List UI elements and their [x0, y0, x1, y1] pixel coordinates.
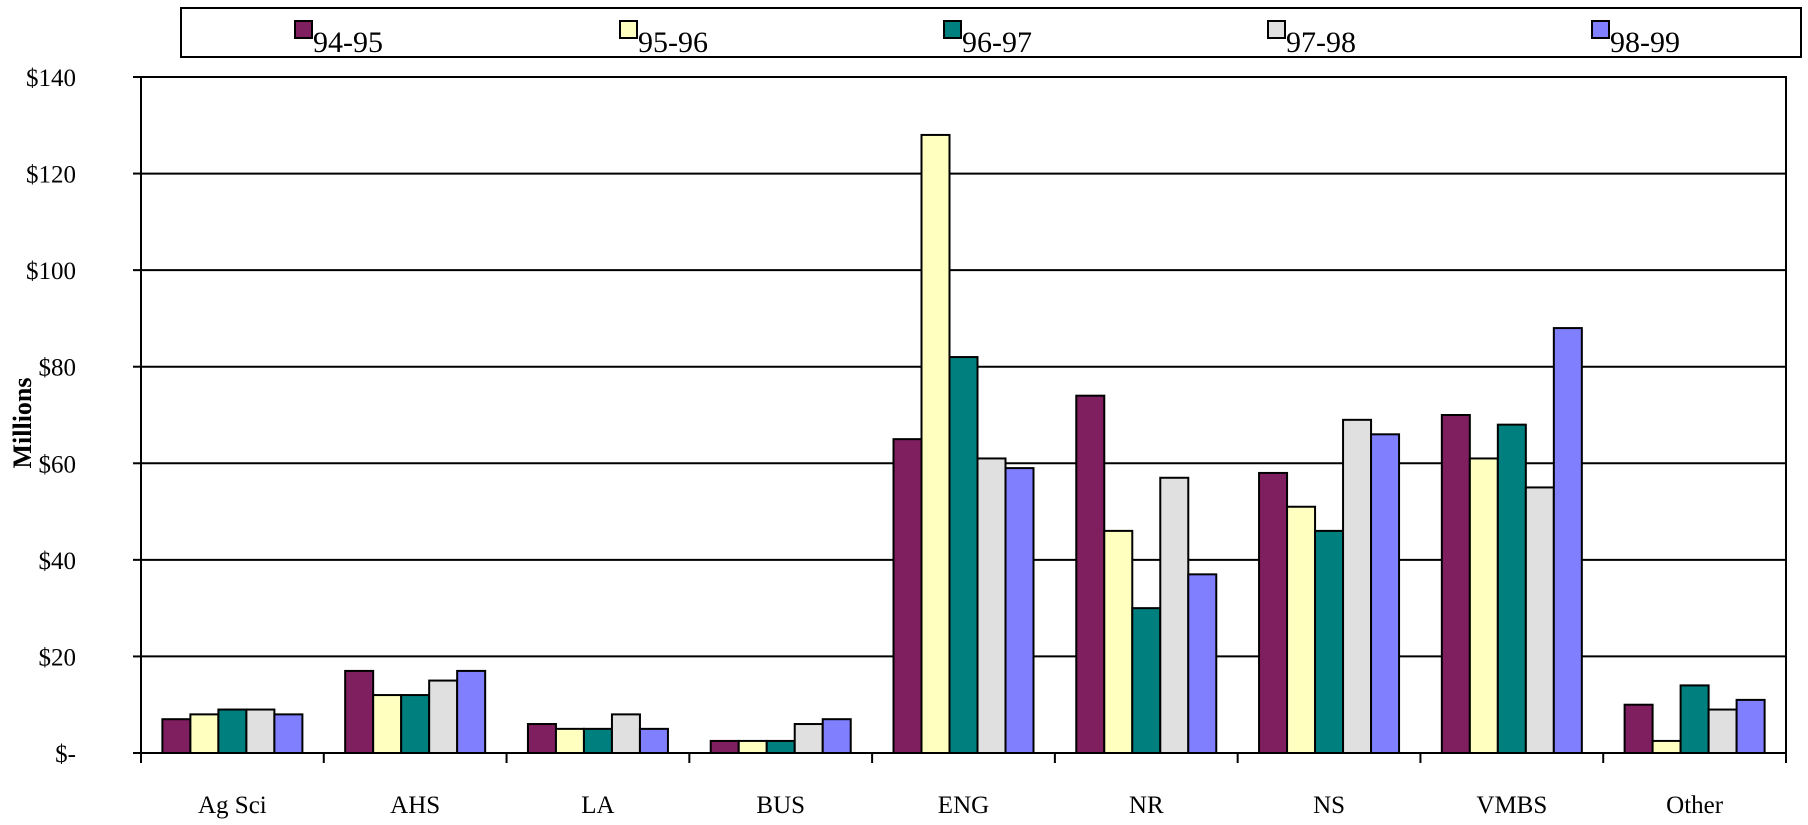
legend-label: 98-99	[1610, 26, 1680, 59]
bar-95-96-la	[554, 727, 585, 754]
bar-97-98-ns	[1342, 418, 1373, 754]
bar-97-98-nr	[1159, 476, 1190, 754]
bar-97-98-ahs	[428, 679, 459, 754]
legend-label: 95-96	[638, 26, 708, 59]
bar-95-96-nr	[1103, 529, 1134, 755]
x-tick-label: Ag Sci	[198, 792, 267, 819]
bar-96-97-nr	[1131, 607, 1162, 755]
bar-94-95-la	[526, 723, 557, 754]
bar-95-96-other	[1651, 739, 1682, 755]
bar-96-97-ahs	[400, 694, 431, 754]
legend-label: 94-95	[313, 26, 383, 59]
bar-98-99-ag-sci	[273, 713, 304, 754]
bar-94-95-ns	[1258, 471, 1289, 754]
bar-95-96-ns	[1286, 505, 1317, 754]
bar-96-97-la	[582, 727, 613, 754]
x-tick-label: ENG	[938, 792, 989, 819]
bar-98-99-eng	[1004, 467, 1035, 754]
bar-97-98-vmbs	[1524, 486, 1555, 754]
y-axis-label: Millions	[8, 377, 37, 468]
bar-95-96-ag-sci	[189, 713, 220, 754]
bar-96-97-ag-sci	[217, 708, 248, 754]
bar-98-99-nr	[1187, 573, 1218, 754]
x-tick-label: AHS	[390, 792, 440, 819]
bar-94-95-ahs	[344, 669, 375, 755]
bar-98-99-ns	[1370, 433, 1401, 754]
bar-98-99-other	[1735, 698, 1766, 755]
x-tick-label: Other	[1666, 792, 1724, 819]
legend-swatch	[294, 20, 313, 39]
legend-swatch	[619, 20, 638, 39]
legend-label: 97-98	[1286, 26, 1356, 59]
legend-swatch	[943, 20, 962, 39]
y-tick-label: $40	[39, 548, 77, 575]
legend-swatch	[1591, 20, 1610, 39]
bar-94-95-vmbs	[1440, 414, 1471, 754]
bar-98-99-vmbs	[1552, 327, 1583, 754]
axes: $- $20 $40 $60 $80 $100 $120 $140 Ag Sci AHS LA BUS…	[26, 65, 1787, 819]
y-tick-label: $140	[26, 65, 76, 92]
y-tick-label: $120	[26, 162, 76, 189]
y-tick-label: $-	[55, 741, 76, 768]
bar-94-95-bus	[709, 739, 740, 755]
bar-98-99-ahs	[456, 669, 487, 755]
bar-95-96-ahs	[372, 694, 403, 754]
y-tick-label: $80	[39, 355, 77, 382]
y-tick-label: $20	[39, 644, 77, 671]
x-tick-label: BUS	[756, 792, 805, 819]
bar-96-97-eng	[948, 356, 979, 754]
bars	[161, 133, 1766, 755]
x-tick-label: NS	[1313, 792, 1345, 819]
bar-94-95-eng	[892, 438, 923, 754]
x-tick-label: LA	[581, 792, 614, 819]
bar-96-97-vmbs	[1496, 423, 1527, 754]
bar-97-98-other	[1707, 708, 1738, 754]
bar-95-96-eng	[920, 133, 951, 754]
bar-96-97-other	[1679, 684, 1710, 755]
bar-94-95-nr	[1075, 394, 1106, 754]
bar-96-97-ns	[1314, 529, 1345, 755]
bar-96-97-bus	[765, 739, 796, 755]
bar-98-99-la	[638, 727, 669, 754]
bar-97-98-la	[610, 713, 641, 754]
bar-98-99-bus	[821, 718, 852, 755]
bar-95-96-bus	[737, 739, 768, 755]
y-tick-label: $60	[39, 451, 77, 478]
bar-94-95-ag-sci	[161, 718, 192, 755]
bar-95-96-vmbs	[1468, 457, 1499, 754]
x-tick-label: NR	[1129, 792, 1164, 819]
legend: 94-95 95-96 96-97 97-98 98-99	[294, 20, 1680, 59]
y-tick-label: $100	[26, 258, 76, 285]
bar-94-95-other	[1623, 703, 1654, 755]
bar-97-98-eng	[976, 457, 1007, 754]
legend-swatch	[1267, 20, 1286, 39]
x-tick-label: VMBS	[1476, 792, 1547, 819]
bar-97-98-bus	[793, 723, 824, 754]
legend-box	[180, 7, 1802, 58]
bar-97-98-ag-sci	[245, 708, 276, 754]
legend-label: 96-97	[962, 26, 1032, 59]
